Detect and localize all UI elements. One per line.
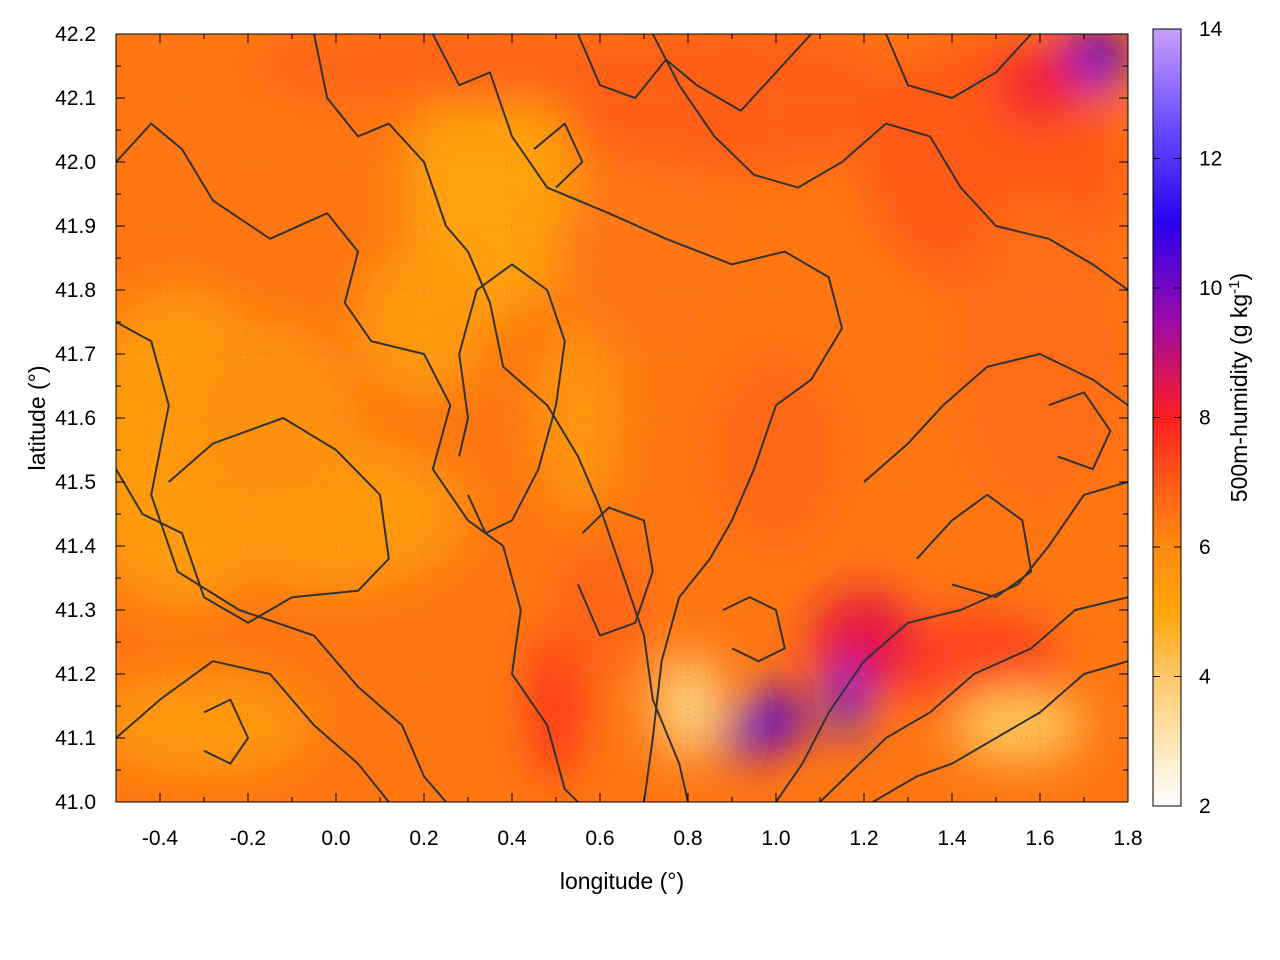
contour-line: [916, 493, 1033, 599]
plot-area: -0.4 -0.2 0.0 0.2 0.4 0.6 0.8 1.0 1.2 1.4 1.6 1.8 4…: [55, 23, 1143, 850]
contour-line: [577, 506, 654, 637]
y-tick-label: 41.5: [55, 471, 96, 494]
field-region: [828, 661, 865, 738]
y-tick-label: 41.3: [55, 599, 96, 622]
y-axis-ticks: 41.0 41.1 41.2 41.3 41.4 41.5 41.6 41.7 41.8 41.9…: [55, 23, 1128, 814]
colorbar-tick-label: 4: [1199, 666, 1211, 689]
field-region: [358, 245, 490, 399]
y-tick-label: 41.9: [55, 215, 96, 238]
contour-line: [313, 34, 689, 802]
contour-line: [885, 34, 1032, 99]
y-tick-label: 41.7: [55, 343, 96, 366]
colorbar: 2 4 6 8 10 12 14 500m-humidity (g kg-1): [1152, 18, 1253, 818]
x-tick-label: 1.6: [1025, 827, 1054, 850]
colorbar-tick-label: 12: [1199, 148, 1222, 171]
x-tick-label: 0.6: [585, 827, 614, 850]
y-tick-label: 41.0: [55, 791, 96, 814]
colorbar-tick-label: 8: [1199, 407, 1211, 430]
y-tick-label: 41.8: [55, 279, 96, 302]
field-region: [182, 322, 358, 514]
x-tick-label: 1.8: [1113, 827, 1142, 850]
x-tick-label: 0.8: [673, 827, 702, 850]
contour-line: [116, 321, 447, 802]
contour-line: [577, 34, 812, 112]
contour-line: [116, 122, 579, 802]
contour-lines: [116, 34, 1128, 802]
contour-line: [722, 596, 786, 663]
colorbar-label-main: 500m-humidity (g kg: [1226, 294, 1252, 502]
colorbar-label: 500m-humidity (g kg-1): [1226, 273, 1253, 502]
contour-line: [116, 417, 390, 624]
field-region: [723, 712, 759, 764]
field-region: [996, 46, 1084, 124]
contour-line: [116, 660, 390, 802]
contour-line: [431, 34, 843, 802]
x-tick-label: -0.2: [230, 827, 266, 850]
colorbar-tick-label: 10: [1199, 277, 1222, 300]
field-region: [116, 674, 314, 777]
x-tick-label: 0.2: [409, 827, 438, 850]
y-tick-label: 41.6: [55, 407, 96, 430]
y-tick-label: 42.2: [55, 23, 96, 46]
x-axis-label: longitude (°): [560, 868, 684, 894]
field-region: [556, 34, 908, 175]
y-tick-label: 41.1: [55, 727, 96, 750]
field-region: [534, 322, 622, 514]
y-tick-label: 42.1: [55, 87, 96, 110]
y-axis-label: latitude (°): [24, 365, 50, 470]
colorbar-tick-label: 2: [1199, 795, 1211, 818]
contour-line: [651, 34, 1128, 291]
colorbar-label-sup: -1: [1226, 280, 1243, 293]
x-tick-label: -0.4: [142, 827, 179, 850]
colorbar-label-end: ): [1226, 273, 1252, 281]
contour-line: [458, 263, 566, 535]
contour-line: [872, 660, 1128, 802]
x-tick-label: 0.4: [497, 827, 527, 850]
contour-line: [819, 596, 1128, 802]
y-tick-label: 41.2: [55, 663, 96, 686]
x-tick-label: 1.4: [937, 827, 967, 850]
field-region: [811, 590, 917, 694]
x-tick-label: 1.0: [761, 827, 790, 850]
x-tick-label: 0.0: [321, 827, 350, 850]
contour-line: [775, 481, 1128, 802]
colorbar-tick-label: 14: [1199, 18, 1223, 41]
field-region: [529, 629, 583, 783]
colorbar-tick-label: 6: [1199, 536, 1211, 559]
field-region: [556, 162, 732, 354]
x-tick-label: 1.2: [849, 827, 878, 850]
colorbar-ticks: 2 4 6 8 10 12 14: [1153, 18, 1223, 818]
field-region: [652, 654, 724, 758]
y-tick-label: 42.0: [55, 151, 96, 174]
contour-line: [533, 122, 584, 189]
contour-line: [203, 698, 249, 765]
y-tick-label: 41.4: [55, 535, 96, 558]
contour-line: [863, 353, 1128, 483]
contour-line: [1048, 391, 1112, 471]
field-variations: [116, 34, 1128, 783]
x-axis-ticks: -0.4 -0.2 0.0 0.2 0.4 0.6 0.8 1.0 1.2 1.4 1.6 1.8: [115, 34, 1143, 850]
field-region: [749, 686, 803, 751]
